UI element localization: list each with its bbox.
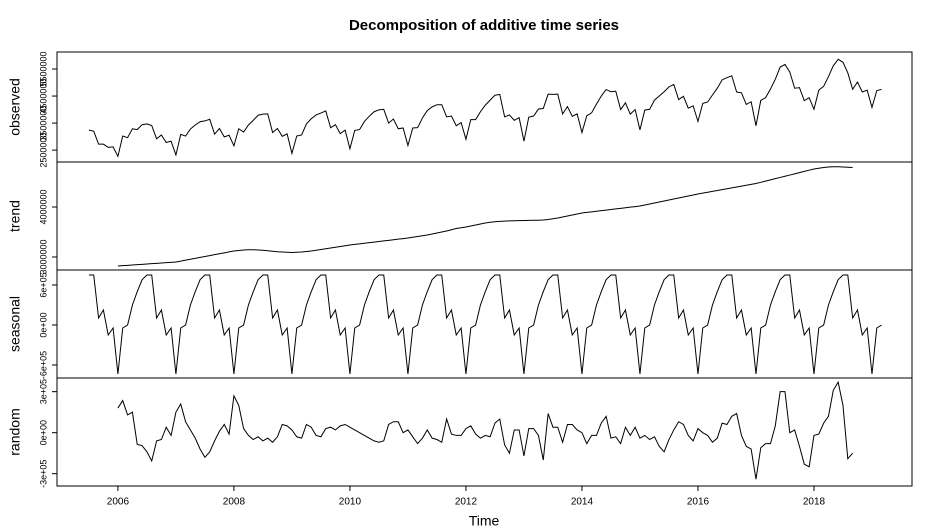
y-tick-label: 3000000 xyxy=(38,239,48,274)
x-tick-label: 2010 xyxy=(339,497,362,508)
y-tick-label: 4500000 xyxy=(38,79,48,114)
y-tick-label: 6e+05 xyxy=(38,272,48,297)
chart-title: Decomposition of additive time series xyxy=(349,17,619,34)
x-tick-label: 2018 xyxy=(803,497,826,508)
x-tick-label: 2006 xyxy=(107,497,130,508)
x-tick-label: 2016 xyxy=(687,497,710,508)
series-line xyxy=(117,166,853,267)
x-axis-label: Time xyxy=(469,513,500,529)
panel-frame xyxy=(56,377,913,487)
x-tick-label: 2008 xyxy=(223,497,246,508)
series-line xyxy=(88,274,882,375)
y-tick-label: 2500000 xyxy=(38,133,48,168)
y-axis-label: observed xyxy=(7,78,23,136)
y-axis-label: random xyxy=(7,408,23,455)
y-tick-label: -6e+05 xyxy=(38,351,48,379)
x-tick-label: 2014 xyxy=(571,497,594,508)
y-axis-label: seasonal xyxy=(7,296,23,352)
y-tick-label: 0e+00 xyxy=(38,312,48,337)
y-tick-label: 3500000 xyxy=(38,106,48,141)
y-tick-label: 0e+00 xyxy=(38,420,48,445)
y-tick-label: -3e+05 xyxy=(38,460,48,488)
y-tick-label: 5500000 xyxy=(38,52,48,87)
x-tick-label: 2012 xyxy=(455,497,478,508)
series-line xyxy=(117,380,854,480)
y-axis-label: trend xyxy=(7,200,23,232)
y-tick-label: 4000000 xyxy=(38,189,48,224)
series-line xyxy=(88,58,882,158)
y-tick-label: 3e+05 xyxy=(38,379,48,404)
